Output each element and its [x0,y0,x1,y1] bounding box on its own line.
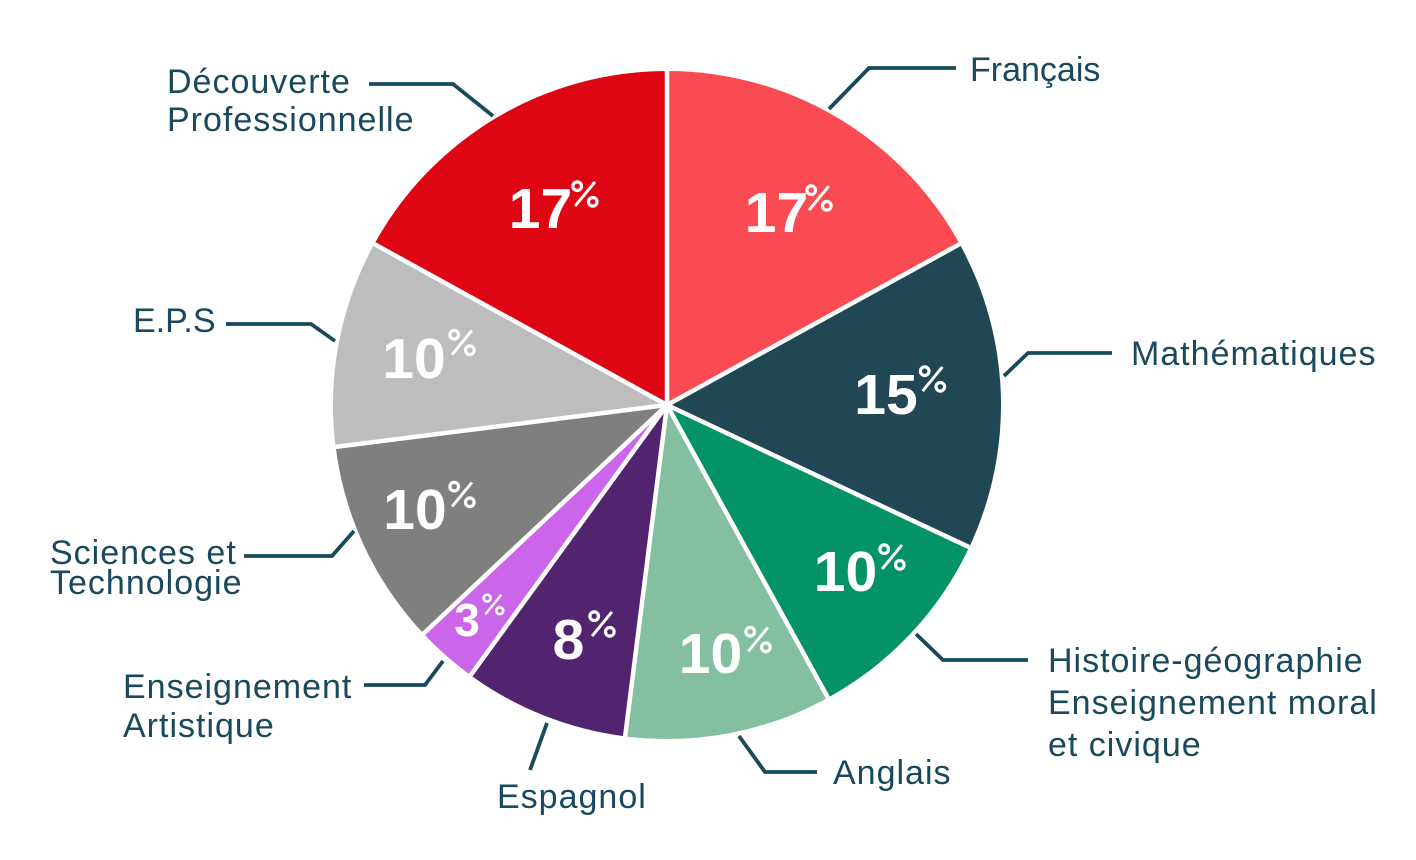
svg-text:3: 3 [454,594,480,646]
svg-text:Français: Français [970,51,1100,89]
svg-text:et civique: et civique [1048,726,1202,764]
svg-text:10: 10 [679,622,742,686]
svg-text:Anglais: Anglais [833,754,952,792]
svg-text:Mathématiques: Mathématiques [1131,335,1376,373]
svg-text:15: 15 [854,363,917,427]
svg-text:Histoire-géographie: Histoire-géographie [1048,642,1364,680]
svg-text:10: 10 [382,327,445,391]
svg-text:10: 10 [383,478,446,542]
svg-text:Professionnelle: Professionnelle [167,101,414,139]
svg-text:Enseignement: Enseignement [123,668,352,706]
svg-text:Technologie: Technologie [50,564,242,602]
svg-text:Artistique: Artistique [123,707,275,745]
svg-text:10: 10 [814,540,877,604]
svg-text:Enseignement moral: Enseignement moral [1048,684,1378,722]
svg-text:Découverte: Découverte [167,63,351,101]
svg-text:17: 17 [745,181,808,245]
svg-text:8: 8 [553,608,585,672]
svg-text:Sciences et: Sciences et [50,534,237,572]
svg-text:Espagnol: Espagnol [497,778,647,816]
svg-text:E.P.S: E.P.S [133,302,216,340]
svg-text:17: 17 [509,177,572,241]
